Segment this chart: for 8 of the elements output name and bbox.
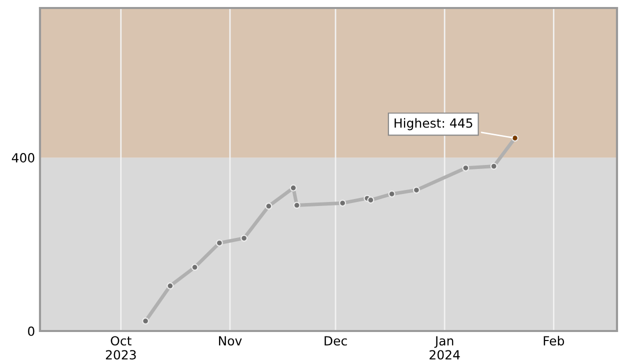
x-tick-label: Feb <box>544 336 564 346</box>
annotation: Highest: 445 <box>394 118 472 130</box>
x-tick-label: Jan 2024 <box>430 336 460 360</box>
x-tick-label: Nov <box>219 336 242 346</box>
y-tick-label: 0 <box>28 326 34 336</box>
y-tick-label: 400 <box>12 153 34 163</box>
x-tick-label: Oct 2023 <box>106 336 136 360</box>
x-tick-label: Dec <box>324 336 347 346</box>
